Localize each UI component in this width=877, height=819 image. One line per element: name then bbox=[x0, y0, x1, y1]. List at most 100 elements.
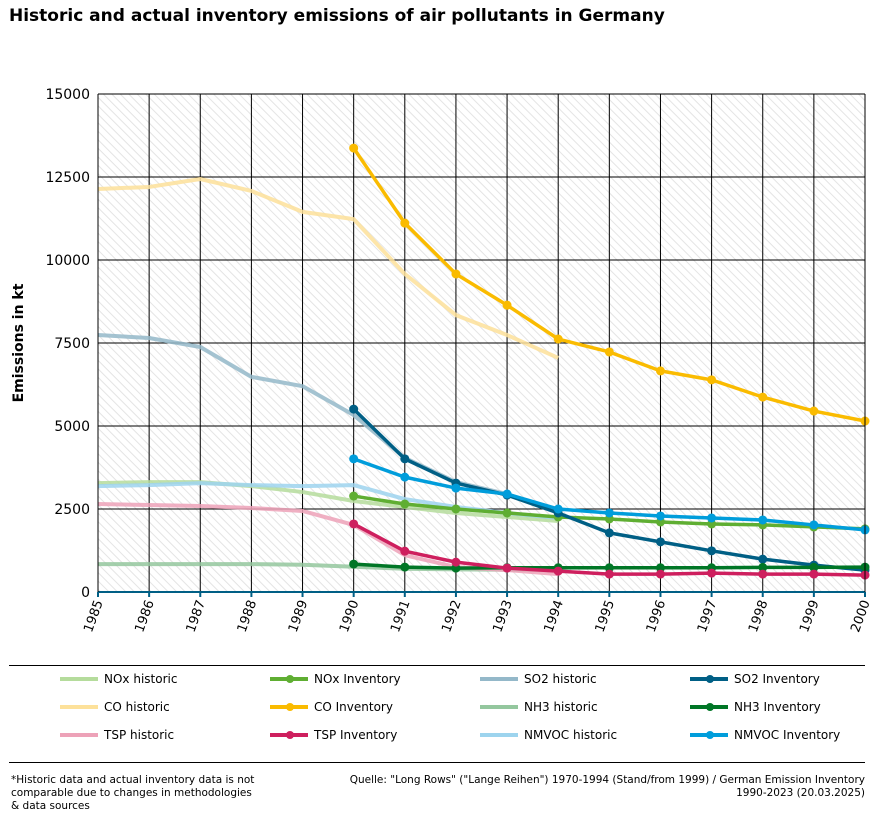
series-line-co-historic bbox=[97, 176, 560, 360]
x-tick-label: 1990 bbox=[337, 598, 362, 634]
chart-title: Historic and actual inventory emissions … bbox=[9, 6, 665, 26]
data-point-co-inventory bbox=[553, 334, 563, 344]
data-point-nmvoc-inventory bbox=[809, 520, 819, 530]
x-tick-label: 1995 bbox=[593, 598, 618, 634]
legend-item-nox-inventory: NOx Inventory bbox=[270, 672, 480, 686]
legend-swatch bbox=[690, 731, 728, 739]
x-tick-label: 1997 bbox=[695, 598, 720, 634]
data-point-so2-inventory bbox=[707, 546, 717, 556]
legend-label: NMVOC Inventory bbox=[734, 728, 841, 742]
data-point-nh3-inventory bbox=[604, 563, 614, 573]
data-point-so2-inventory bbox=[604, 528, 614, 538]
data-point-tsp-inventory bbox=[553, 566, 563, 576]
legend-label: TSP Inventory bbox=[314, 728, 398, 742]
x-tick-label: 1996 bbox=[644, 598, 669, 634]
data-point-nox-inventory bbox=[349, 491, 359, 501]
data-point-nmvoc-inventory bbox=[451, 483, 461, 493]
legend-item-nmvoc-historic: NMVOC historic bbox=[480, 728, 690, 742]
data-point-co-inventory bbox=[655, 366, 665, 376]
legend-marker bbox=[706, 731, 714, 739]
line-chart: 0 2500 5000 7500 10000 12500 15000 1985 1986 1987… bbox=[11, 87, 874, 634]
y-tick-label: 10000 bbox=[45, 253, 90, 269]
data-point-co-inventory bbox=[349, 143, 359, 153]
data-point-co-inventory bbox=[502, 300, 512, 310]
legend-label: CO historic bbox=[104, 700, 170, 714]
legend-label: NH3 historic bbox=[524, 700, 598, 714]
data-point-nox-inventory bbox=[451, 504, 461, 514]
data-point-nh3-inventory bbox=[809, 562, 819, 572]
legend-marker bbox=[706, 703, 714, 711]
data-point-nh3-inventory bbox=[400, 562, 410, 572]
data-point-tsp-inventory bbox=[758, 569, 768, 579]
legend-item-so2-historic: SO2 historic bbox=[480, 672, 690, 686]
legend-item-tsp-inventory: TSP Inventory bbox=[270, 728, 480, 742]
data-point-tsp-inventory bbox=[604, 569, 614, 579]
data-point-tsp-inventory bbox=[707, 568, 717, 578]
data-point-nmvoc-inventory bbox=[758, 515, 768, 525]
footnote: *Historic data and actual inventory data… bbox=[11, 774, 255, 812]
y-tick-label: 0 bbox=[81, 585, 90, 601]
x-tick-label: 1998 bbox=[746, 598, 771, 634]
legend-marker bbox=[286, 703, 294, 711]
y-tick-label: 7500 bbox=[54, 336, 90, 352]
x-tick-label: 1986 bbox=[132, 598, 157, 634]
data-point-tsp-inventory bbox=[451, 557, 461, 567]
legend-swatch bbox=[270, 731, 308, 739]
legend-swatch bbox=[690, 675, 728, 683]
data-point-co-inventory bbox=[400, 218, 410, 228]
legend-label: SO2 historic bbox=[524, 672, 597, 686]
legend-label: TSP historic bbox=[104, 728, 175, 742]
data-point-tsp-inventory bbox=[655, 569, 665, 579]
legend-label: NOx Inventory bbox=[314, 672, 401, 686]
legend-swatch bbox=[480, 677, 518, 681]
data-point-nh3-inventory bbox=[349, 559, 359, 569]
legend-marker bbox=[286, 731, 294, 739]
data-point-co-inventory bbox=[809, 406, 819, 416]
data-point-nmvoc-inventory bbox=[553, 504, 563, 514]
data-point-nmvoc-inventory bbox=[400, 472, 410, 482]
legend-label: CO Inventory bbox=[314, 700, 393, 714]
legend-swatch bbox=[480, 733, 518, 737]
legend: NOx historic NOx Inventory SO2 historic SO2… bbox=[60, 672, 870, 742]
data-point-so2-inventory bbox=[349, 404, 359, 414]
data-point-tsp-inventory bbox=[349, 519, 359, 529]
data-point-nmvoc-inventory bbox=[349, 454, 359, 464]
y-tick-label: 15000 bbox=[45, 87, 90, 103]
legend-label: NMVOC historic bbox=[524, 728, 618, 742]
legend-item-nh3-inventory: NH3 Inventory bbox=[690, 700, 870, 714]
legend-divider-top bbox=[9, 665, 865, 666]
data-point-nmvoc-inventory bbox=[707, 513, 717, 523]
x-tick-label: 1991 bbox=[388, 598, 413, 634]
legend-label: SO2 Inventory bbox=[734, 672, 820, 686]
legend-swatch bbox=[690, 703, 728, 711]
data-point-tsp-inventory bbox=[809, 569, 819, 579]
x-tick-label: 1987 bbox=[184, 598, 209, 634]
y-tick-label: 5000 bbox=[54, 419, 90, 435]
x-tick-label: 1994 bbox=[542, 598, 567, 634]
y-axis-label: Emissions in kt bbox=[11, 283, 27, 402]
data-point-co-inventory bbox=[604, 347, 614, 357]
legend-swatch bbox=[60, 733, 98, 737]
legend-label: NOx historic bbox=[104, 672, 178, 686]
legend-swatch bbox=[60, 677, 98, 681]
legend-marker bbox=[706, 675, 714, 683]
data-point-tsp-inventory bbox=[502, 563, 512, 573]
data-point-nmvoc-inventory bbox=[655, 511, 665, 521]
legend-divider-bottom bbox=[9, 762, 865, 763]
data-point-tsp-inventory bbox=[400, 546, 410, 556]
x-tick-label: 1999 bbox=[797, 598, 822, 634]
legend-swatch bbox=[270, 703, 308, 711]
data-point-co-inventory bbox=[451, 269, 461, 279]
x-tick-label: 1993 bbox=[490, 598, 515, 634]
y-tick-label: 12500 bbox=[45, 170, 90, 186]
legend-item-nox-historic: NOx historic bbox=[60, 672, 270, 686]
data-point-nox-inventory bbox=[502, 508, 512, 518]
legend-item-so2-inventory: SO2 Inventory bbox=[690, 672, 870, 686]
legend-swatch bbox=[60, 705, 98, 709]
legend-item-nmvoc-inventory: NMVOC Inventory bbox=[690, 728, 870, 742]
data-point-nh3-inventory bbox=[655, 563, 665, 573]
data-point-so2-inventory bbox=[655, 537, 665, 547]
x-tick-label: 1988 bbox=[235, 598, 260, 634]
legend-label: NH3 Inventory bbox=[734, 700, 821, 714]
